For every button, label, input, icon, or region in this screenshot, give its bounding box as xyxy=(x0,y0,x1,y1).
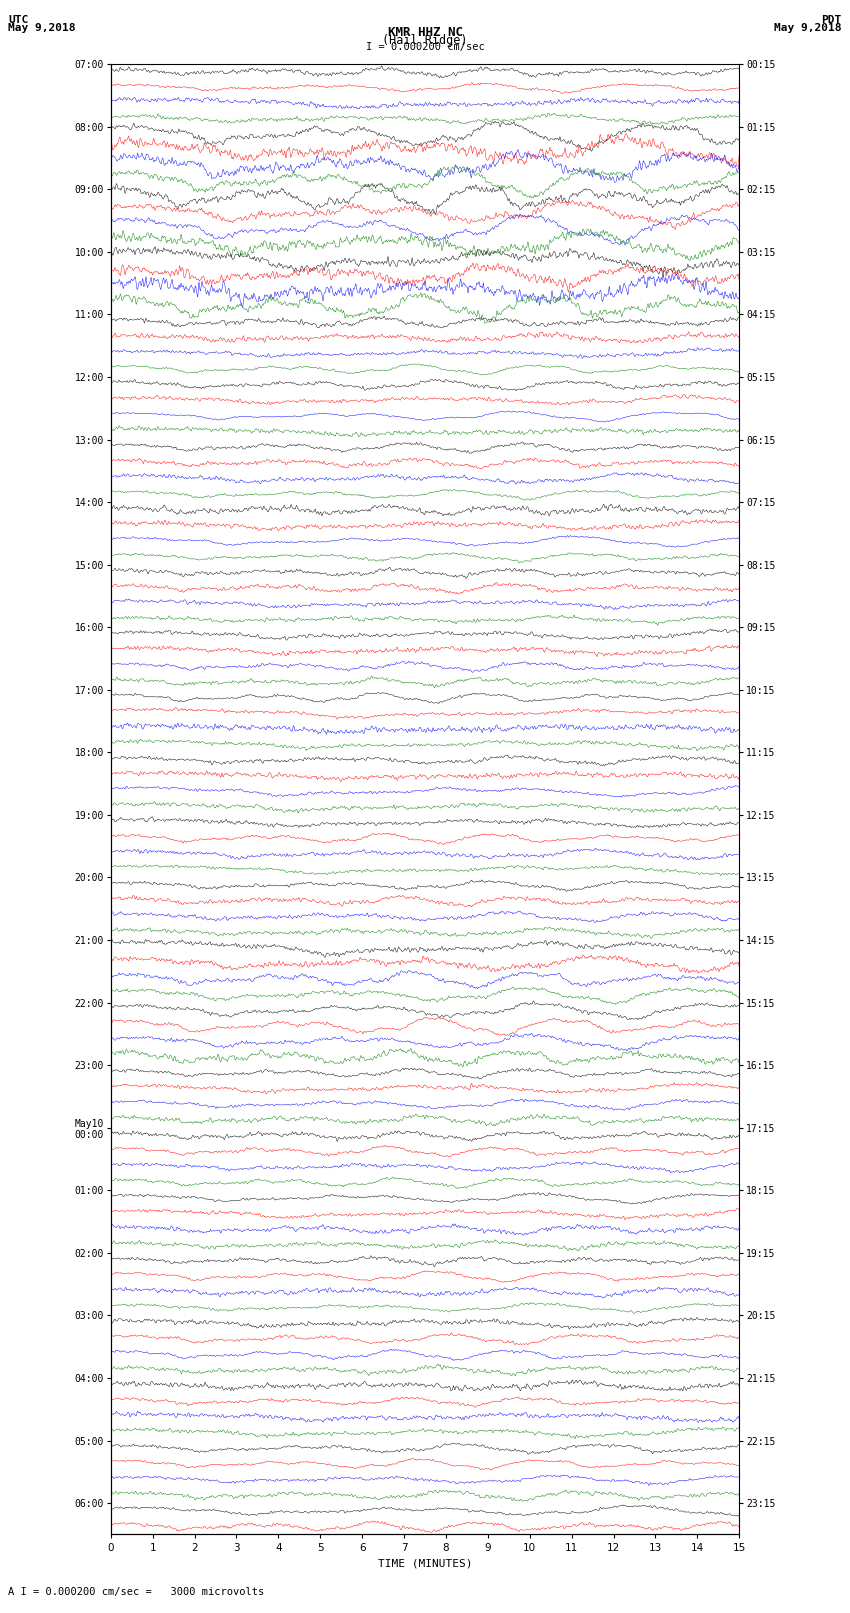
Text: PDT: PDT xyxy=(821,15,842,24)
Text: A I = 0.000200 cm/sec =   3000 microvolts: A I = 0.000200 cm/sec = 3000 microvolts xyxy=(8,1587,264,1597)
Text: (Hail Ridge): (Hail Ridge) xyxy=(382,34,468,47)
X-axis label: TIME (MINUTES): TIME (MINUTES) xyxy=(377,1560,473,1569)
Text: May 9,2018: May 9,2018 xyxy=(774,23,842,32)
Text: KMR HHZ NC: KMR HHZ NC xyxy=(388,26,462,39)
Text: I = 0.000200 cm/sec: I = 0.000200 cm/sec xyxy=(366,42,484,52)
Text: UTC: UTC xyxy=(8,15,29,24)
Text: May 9,2018: May 9,2018 xyxy=(8,23,76,32)
